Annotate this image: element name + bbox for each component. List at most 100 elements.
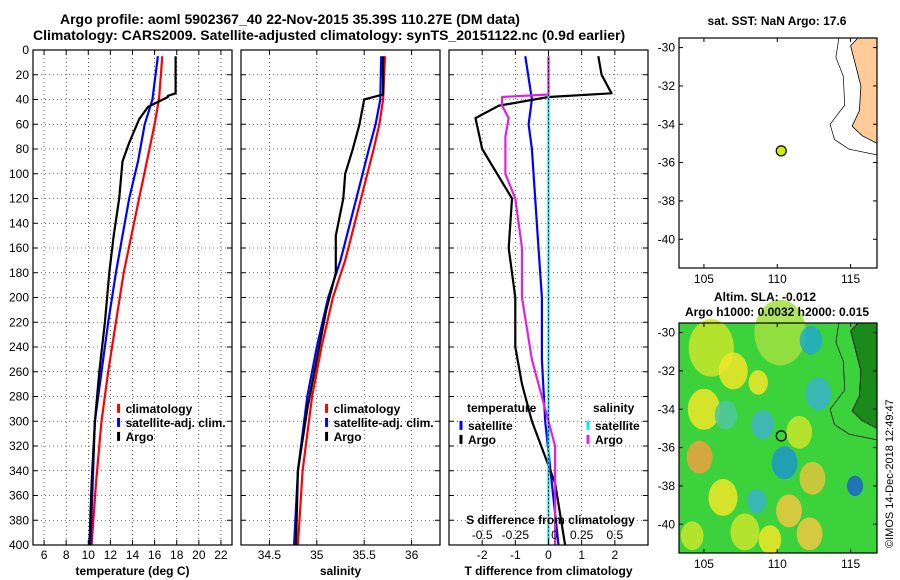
x-axis-label: temperature (deg C) [75,564,189,578]
sla-anomaly-patch [680,521,704,551]
sla-anomaly-patch [776,494,802,528]
lon-tick-label: 115 [841,557,860,571]
lat-tick-label: -30 [658,41,676,55]
x-tick-label: 2 [611,548,618,562]
sla-anomaly-patch [846,475,864,497]
depth-tick-label: 400 [9,538,29,552]
sla-anomaly-patch [708,478,738,516]
lon-tick-label: 105 [694,557,714,571]
legend-label: satellite [468,419,513,433]
sla-anomaly-patch [771,446,798,480]
depth-tick-label: 160 [9,241,29,255]
series-line-satellite-adj-clim- [293,56,383,546]
x-tick-label: 20 [192,548,206,562]
depth-tick-label: 380 [9,513,29,527]
temperature-profile-panel: 6 8 10 12 14 16 18 20 22020406080100120140160180… [9,43,233,578]
figure-title-line1: Argo profile: aoml 5902367_40 22-Nov-201… [60,11,520,27]
legend-label: satellite [595,419,640,433]
lat-tick-label: -40 [658,232,676,246]
map-frame [678,37,878,269]
lat-tick-label: -30 [658,326,676,340]
x-tick-label: 16 [148,548,162,562]
depth-tick-label: 180 [9,266,29,280]
s-tick-label: 0 [551,528,558,542]
x-axis-label: T difference from climatology [464,564,632,578]
x-tick-label: 35.5 [353,548,377,562]
depth-tick-label: 300 [9,414,29,428]
sla-map-panel: 105 110 115 -30 -32 -34 -36 -38 -40 [658,299,878,571]
sst-map-panel: 105 110 115 -30 -32 -34 -36 -38 -40 [658,37,878,286]
lat-tick-label: -36 [658,441,676,455]
sla-anomaly-patch [751,410,774,439]
depth-tick-label: 140 [9,216,29,230]
sla-anomaly-patch [747,488,767,514]
x-tick-label: 34.5 [258,548,282,562]
map-frame [678,322,878,554]
sla-anomaly-patch [687,388,721,430]
legend-label: Argo [595,433,623,447]
salinity-profile-panel: 34.5 35 35.5 36 salinity climatologysatellite… [240,49,441,578]
lat-tick-label: -38 [658,194,676,208]
depth-tick-label: 220 [9,315,29,329]
series-line-climatology [90,56,164,546]
sst-map-title: sat. SST: NaN Argo: 17.6 [708,14,847,28]
depth-tick-label: 80 [16,142,30,156]
series-line-t-satellite [524,56,560,546]
sla-anomaly-patch [799,461,826,495]
sla-anomaly-patch [799,325,823,355]
series-line-satellite-adj-clim- [89,56,159,546]
x-tick-label: 1 [578,548,585,562]
depth-tick-label: 120 [9,192,29,206]
sla-anomaly-patch [714,400,738,430]
x-tick-label: -2 [477,548,488,562]
depth-tick-label: 260 [9,365,29,379]
lat-tick-label: -40 [658,517,676,531]
legend-label: satellite-adj. clim. [126,416,226,430]
x-tick-label: 22 [214,548,228,562]
difference-profile-panel: -2 -1 0 1 2 T difference from climatology temp… [448,49,649,578]
bathymetry-contour [829,37,878,156]
sla-anomaly-patch [805,377,832,411]
depth-tick-label: 0 [22,43,29,57]
s-tick-label: -0.5 [472,528,493,542]
legend-label: climatology [334,402,401,416]
depth-tick-label: 320 [9,439,29,453]
sla-anomaly-patch [718,352,748,390]
depth-tick-label: 200 [9,291,29,305]
x-tick-label: 12 [104,548,118,562]
bathymetry-contour [829,322,878,441]
legend-label: satellite-adj. clim. [334,416,434,430]
sla-anomaly-patch [754,299,807,366]
series-line-argo [294,56,385,546]
x-tick-label: 6 [41,548,48,562]
sla-anomaly-patch [748,370,768,395]
x-tick-label: 10 [82,548,96,562]
legend-title-salinity: salinity [593,401,635,415]
s-axis-label: S difference from climatology [466,513,635,527]
figure-title-line2: Climatology: CARS2009. Satellite-adjuste… [33,27,626,43]
coastline-land [850,37,878,145]
axes-frame [240,49,441,546]
sla-anomaly-patch [730,513,760,551]
depth-tick-label: 40 [16,93,30,107]
depth-tick-label: 20 [16,68,30,82]
sla-anomaly-patch [686,440,713,474]
s-tick-label: 0.5 [606,528,623,542]
series-line-s-argo [501,56,557,545]
legend-label: Argo [126,430,154,444]
depth-tick-label: 360 [9,489,29,503]
x-tick-label: 36 [405,548,419,562]
argo-position-marker [775,430,787,442]
sla-anomaly-patch [758,525,782,554]
sla-map-title-line1: Altim. SLA: -0.012 [714,290,816,304]
lat-tick-label: -32 [658,79,676,93]
lon-tick-label: 110 [768,272,787,286]
x-tick-label: 8 [63,548,70,562]
legend-label: climatology [126,402,193,416]
x-axis-label: salinity [320,564,362,578]
lon-tick-label: 105 [694,272,714,286]
legend-label: Argo [334,430,362,444]
lat-tick-label: -34 [658,117,676,131]
x-tick-label: 14 [126,548,140,562]
